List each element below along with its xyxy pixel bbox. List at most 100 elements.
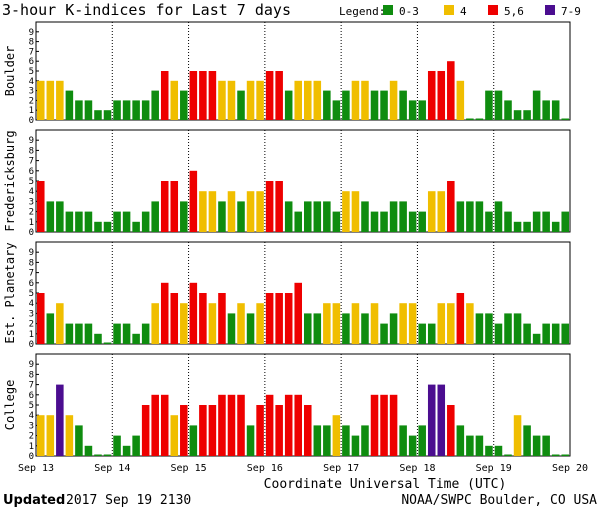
kindex-bar <box>75 211 83 232</box>
kindex-bar <box>466 201 474 232</box>
kindex-bar <box>151 201 159 232</box>
y-tick-label: 0 <box>29 228 34 238</box>
kindex-bar <box>418 211 426 232</box>
kindex-bar <box>84 445 93 456</box>
kindex-bar <box>103 454 112 456</box>
kindex-bar <box>447 303 455 344</box>
kindex-bar <box>513 110 522 120</box>
kindex-bar <box>199 405 207 456</box>
kindex-bar <box>94 333 102 344</box>
kindex-bar <box>208 303 217 344</box>
kindex-bar <box>542 435 550 456</box>
kindex-bar <box>304 313 312 344</box>
kindex-bar <box>523 425 531 456</box>
kindex-bar <box>170 181 179 232</box>
kindex-bar <box>208 191 217 232</box>
kindex-bar <box>75 425 83 456</box>
y-tick-label: 7 <box>29 381 34 391</box>
kindex-bar <box>437 384 446 456</box>
kindex-bar <box>542 211 550 232</box>
kindex-bar <box>103 221 112 232</box>
legend-items: 0-3 4 5,6 7-9 <box>383 5 581 18</box>
kindex-bar <box>141 323 150 344</box>
kindex-bar <box>504 313 512 344</box>
kindex-bar <box>56 303 64 344</box>
kindex-bar <box>437 71 446 120</box>
kindex-bar <box>122 323 131 344</box>
kindex-bar <box>180 201 188 232</box>
kindex-bar <box>113 435 121 456</box>
kindex-bar <box>141 405 150 456</box>
kindex-bar <box>551 454 560 456</box>
kindex-bar <box>561 118 569 120</box>
kindex-bar <box>113 100 121 120</box>
x-tick-labels: Sep 13 Sep 14 Sep 15 Sep 16 Sep 17 Sep 18 Sep … <box>18 463 588 474</box>
kindex-bar <box>75 323 83 344</box>
kindex-bar <box>56 80 64 120</box>
kindex-bar <box>218 201 226 232</box>
legend-item-label: 0-3 <box>399 5 419 18</box>
kindex-bar <box>256 303 264 344</box>
kindex-bar <box>246 313 255 344</box>
kindex-bar <box>437 303 446 344</box>
y-tick-label: 7 <box>29 269 34 279</box>
kindex-bar <box>132 333 140 344</box>
kindex-bar <box>551 323 560 344</box>
kindex-bar <box>313 313 322 344</box>
kindex-bar <box>132 100 140 120</box>
kindex-bar <box>485 90 493 120</box>
kindex-bar <box>475 201 484 232</box>
kindex-bar <box>323 90 331 120</box>
kindex-bar <box>418 425 426 456</box>
kindex-bar <box>65 211 74 232</box>
kindex-bar <box>323 303 331 344</box>
x-tick-label: Sep 19 <box>476 463 512 474</box>
kindex-bar <box>427 384 436 456</box>
kindex-bar <box>399 201 407 232</box>
kindex-bar <box>37 415 45 456</box>
x-tick-label: Sep 16 <box>247 463 283 474</box>
kindex-bar <box>532 333 541 344</box>
kindex-bar <box>160 181 169 232</box>
kindex-bar <box>494 201 503 232</box>
kindex-bar <box>160 71 169 120</box>
kindex-bar <box>151 303 159 344</box>
kindex-bar <box>199 293 207 344</box>
kindex-bar <box>237 90 245 120</box>
kindex-bar <box>246 191 255 232</box>
kindex-bar <box>56 201 64 232</box>
x-tick-label: Sep 14 <box>94 463 130 474</box>
y-tick-label: 7 <box>29 157 34 167</box>
y-tick-label: 4 <box>29 187 34 197</box>
y-tick-label: 8 <box>29 258 34 268</box>
kindex-bar <box>37 181 45 232</box>
kindex-bar <box>141 100 150 120</box>
kindex-bar <box>141 211 150 232</box>
kindex-bar <box>208 405 217 456</box>
kindex-bar <box>113 323 121 344</box>
kindex-bar <box>380 394 388 456</box>
station-label: Est. Planetary <box>3 242 17 343</box>
kindex-bar <box>246 80 255 120</box>
legend-swatch <box>545 5 555 15</box>
y-tick-label: 0 <box>29 452 34 462</box>
kindex-bar <box>284 90 293 120</box>
kindex-bar <box>494 323 503 344</box>
kindex-bar <box>103 342 112 344</box>
kindex-bar <box>561 323 569 344</box>
legend-item-label: 7-9 <box>561 5 581 18</box>
y-tick-label: 1 <box>29 218 34 228</box>
kindex-bar <box>265 394 274 456</box>
kindex-bar <box>513 415 522 456</box>
station-label: College <box>3 380 17 431</box>
credit-text: NOAA/SWPC Boulder, CO USA <box>401 493 597 508</box>
y-tick-label: 0 <box>29 340 34 350</box>
kindex-bar <box>284 201 293 232</box>
kindex-bar <box>294 394 302 456</box>
kindex-bar <box>418 323 426 344</box>
kindex-bar <box>475 118 484 120</box>
